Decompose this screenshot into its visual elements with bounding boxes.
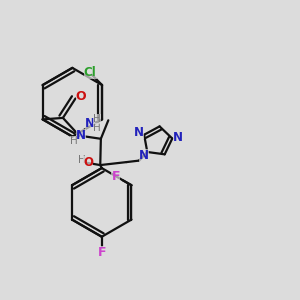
Text: H: H xyxy=(93,114,101,124)
Text: O: O xyxy=(83,156,93,169)
Text: N: N xyxy=(85,117,94,130)
Text: F: F xyxy=(98,246,106,259)
Text: H: H xyxy=(78,155,86,165)
Text: N: N xyxy=(134,126,144,139)
Text: N: N xyxy=(139,149,148,162)
Text: N: N xyxy=(172,131,183,144)
Text: Cl: Cl xyxy=(84,66,97,79)
Text: O: O xyxy=(76,91,86,103)
Text: H: H xyxy=(70,136,77,146)
Text: N: N xyxy=(76,129,86,142)
Text: F: F xyxy=(111,170,120,183)
Text: H: H xyxy=(93,123,101,133)
